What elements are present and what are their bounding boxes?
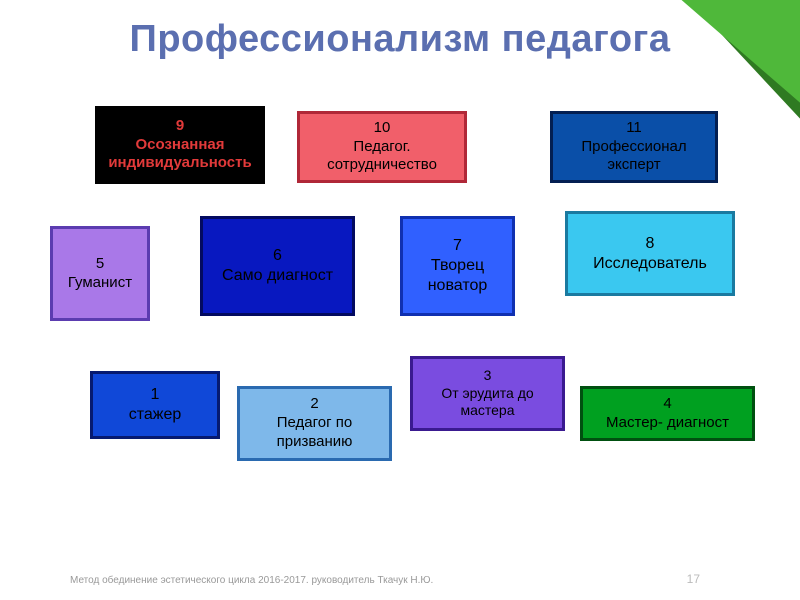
box-number: 5 — [96, 255, 104, 274]
box-label: Осознанная индивидуальность — [103, 136, 257, 174]
box-number: 4 — [663, 395, 671, 414]
box-label: Творец новатор — [409, 256, 506, 296]
page-number: 17 — [687, 572, 700, 586]
box-label: Профессионал эксперт — [559, 138, 709, 176]
box-4-master-diagnost: 4 Мастер- диагност — [580, 386, 755, 441]
box-number: 6 — [273, 246, 282, 266]
box-2-pedagog-po-prizvaniyu: 2 Педагог по призванию — [237, 386, 392, 461]
diagram-canvas: 9 Осознанная индивидуальность 10 Педагог… — [0, 61, 800, 541]
box-9-osoznannaya: 9 Осознанная индивидуальность — [95, 106, 265, 184]
box-label: Гуманист — [68, 274, 132, 293]
box-label: Педагог по призванию — [246, 414, 383, 452]
box-10-pedagog-sotrudnichestvo: 10 Педагог. сотрудничество — [297, 111, 467, 183]
box-number: 7 — [453, 236, 462, 256]
box-number: 9 — [176, 117, 184, 136]
box-8-issledovatel: 8 Исследователь — [565, 211, 735, 296]
footer-text: Метод обединение эстетического цикла 201… — [70, 575, 433, 586]
box-number: 10 — [374, 119, 391, 138]
box-number: 11 — [626, 119, 642, 138]
box-label: Мастер- диагност — [606, 414, 729, 433]
box-5-gumanist: 5 Гуманист — [50, 226, 150, 321]
box-label: От эрудита до мастера — [419, 385, 556, 420]
box-label: Само диагност — [222, 266, 333, 286]
box-1-stazher: 1 стажер — [90, 371, 220, 439]
box-7-tvorets-novator: 7 Творец новатор — [400, 216, 515, 316]
box-6-samodiagnost: 6 Само диагност — [200, 216, 355, 316]
box-label: Исследователь — [593, 254, 707, 274]
box-3-ot-erudita-do-mastera: 3 От эрудита до мастера — [410, 356, 565, 431]
box-number: 1 — [151, 385, 160, 405]
box-number: 8 — [646, 234, 655, 254]
box-label: Педагог. сотрудничество — [306, 138, 458, 176]
box-label: стажер — [129, 405, 182, 425]
box-number: 2 — [310, 395, 318, 414]
box-11-professional-ekspert: 11 Профессионал эксперт — [550, 111, 718, 183]
box-number: 3 — [484, 367, 492, 385]
